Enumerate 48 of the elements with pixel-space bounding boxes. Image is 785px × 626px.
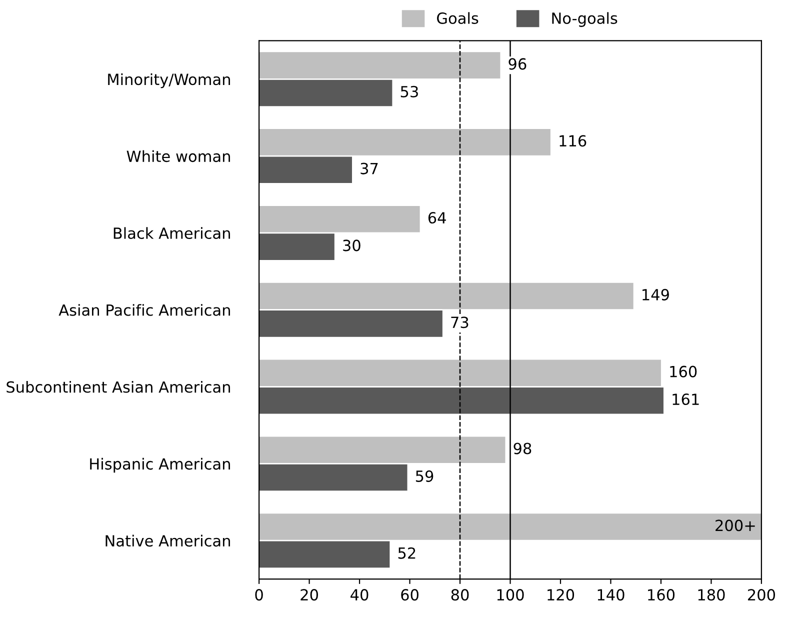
x-tick-label: 200 <box>748 589 776 601</box>
x-tick-label: 0 <box>255 589 263 601</box>
data-label: 161 <box>672 394 699 406</box>
y-tick-label: Asian Pacific American <box>58 304 230 316</box>
data-label: 37 <box>360 162 378 174</box>
data-label: 98 <box>514 442 532 454</box>
x-tick-label: 40 <box>350 589 368 601</box>
bar <box>259 387 664 414</box>
bar <box>259 234 334 260</box>
x-tick-label: 180 <box>698 589 725 601</box>
y-tick-label: Subcontinent Asian American <box>6 380 230 393</box>
bar <box>259 360 661 386</box>
bar <box>259 206 420 232</box>
data-label: 52 <box>398 547 416 559</box>
data-label: 30 <box>343 240 360 252</box>
y-tick-label: Minority/Woman <box>108 73 230 88</box>
bar <box>259 436 506 463</box>
y-tick-label: Black American <box>114 227 230 239</box>
y-tick-label: White woman <box>126 150 230 162</box>
x-tick-label: 100 <box>497 589 524 601</box>
bar <box>259 464 408 491</box>
x-tick-label: 60 <box>401 589 418 601</box>
bar <box>259 156 352 184</box>
data-label: 116 <box>560 135 586 147</box>
x-tick-label: 80 <box>451 589 469 601</box>
x-tick-label: 140 <box>598 589 624 601</box>
data-label: 53 <box>400 86 418 98</box>
x-tick-label: 160 <box>648 589 675 601</box>
data-label: 96 <box>508 58 526 70</box>
bar <box>259 514 762 540</box>
data-label: 59 <box>416 470 434 482</box>
data-label: 64 <box>428 212 446 224</box>
y-tick-label: Hispanic American <box>90 458 230 473</box>
data-label: 149 <box>642 288 669 300</box>
data-label: 160 <box>670 366 697 378</box>
legend-label: No-goals <box>552 12 618 27</box>
bar <box>259 282 634 310</box>
x-tick-label: 120 <box>548 589 574 601</box>
data-label: 200+ <box>716 520 755 532</box>
bar <box>259 52 500 78</box>
bar <box>259 129 550 156</box>
bar <box>259 310 442 337</box>
y-tick-label: Native American <box>106 534 230 547</box>
bar <box>259 80 392 106</box>
data-label: 73 <box>451 316 468 328</box>
bar <box>259 541 390 568</box>
x-tick-label: 20 <box>300 589 318 601</box>
legend-label: Goals <box>437 12 478 24</box>
